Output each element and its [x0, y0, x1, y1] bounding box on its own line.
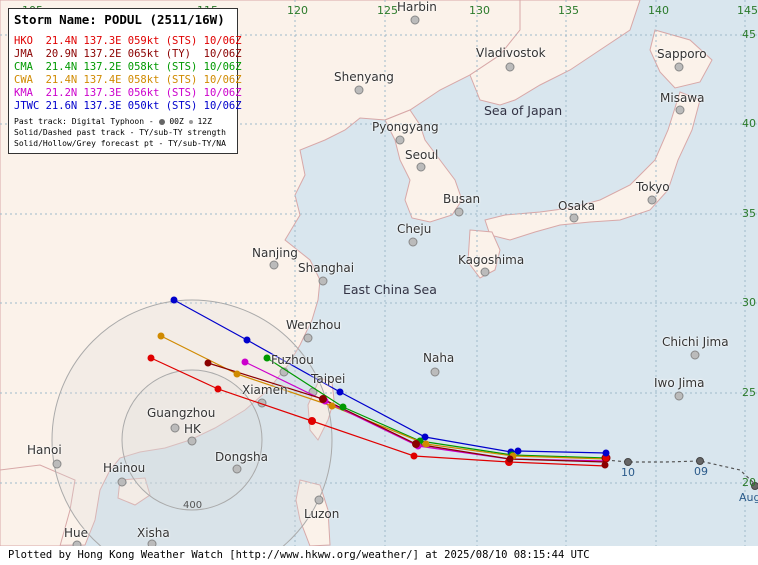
land-indochina	[0, 464, 76, 547]
legend-note-past-track: Past track: Digital Typhoon - 00Z 12Z	[14, 116, 232, 127]
place-label: Shanghai	[298, 261, 355, 275]
place-label: Luzon	[304, 507, 340, 521]
place-label: Busan	[443, 192, 481, 206]
legend-note-strength: Solid/Dashed past track - TY/sub-TY stre…	[14, 128, 226, 137]
place-label: Guangzhou	[147, 406, 216, 420]
place-label: Vladivostok	[476, 46, 546, 60]
lat-label-30: 30	[742, 296, 756, 309]
land-hainan	[117, 477, 151, 506]
agency-row-kma: KMA 21.2N 137.3E 056kt (STS) 10/06Z	[14, 87, 242, 99]
city-markers	[52, 15, 700, 550]
place-label: Tokyo	[636, 180, 670, 194]
place-label: Chichi Jima	[662, 335, 729, 349]
lon-label-130: 130	[469, 4, 490, 17]
lon-label-120: 120	[287, 4, 308, 17]
agency-row-cwa: CWA 21.4N 137.4E 058kt (STS) 10/06Z	[14, 74, 242, 86]
place-label: Hainou	[103, 461, 146, 475]
land-honshu	[484, 91, 701, 241]
place-label: Pyongyang	[372, 120, 439, 134]
legend-00z-label: 00Z	[169, 117, 184, 126]
place-label: Xiamen	[242, 383, 288, 397]
legend-12z-label: 12Z	[197, 117, 212, 126]
agency-row-jma: JMA 20.9N 137.2E 065kt (TY) 10/06Z	[14, 48, 242, 60]
lat-label-40: 40	[742, 117, 756, 130]
legend-note-past-track-text: Past track: Digital Typhoon -	[14, 117, 159, 126]
lat-label-25: 25	[742, 386, 756, 399]
agency-row-cma: CMA 21.4N 137.2E 058kt (STS) 10/06Z	[14, 61, 242, 73]
lon-label-145: 145	[737, 4, 758, 17]
day-label: 10	[621, 466, 635, 479]
land-hokkaido	[649, 29, 713, 89]
place-label: Naha	[423, 351, 455, 365]
place-label: Harbin	[397, 0, 437, 14]
place-label: Kagoshima	[458, 253, 525, 267]
footer-credit: Plotted by Hong Kong Weather Watch [http…	[0, 546, 758, 565]
land-russia	[469, 0, 641, 106]
agency-row-hko: HKO 21.4N 137.3E 059kt (STS) 10/06Z	[14, 35, 242, 47]
storm-legend: Storm Name: PODUL (2511/16W) HKO 21.4N 1…	[8, 8, 242, 154]
storm-title: Storm Name: PODUL (2511/16W)	[14, 12, 225, 27]
lat-label-45: 45	[742, 28, 756, 41]
lat-label-35: 35	[742, 207, 756, 220]
agency-row-jtwc: JTWC 21.6N 137.3E 050kt (STS) 10/06Z	[14, 100, 242, 112]
place-label: Sapporo	[657, 47, 707, 61]
place-label: Hue	[64, 526, 89, 540]
range-ring-label: 400	[183, 500, 203, 511]
land-kyushu	[467, 229, 501, 279]
lon-label-140: 140	[648, 4, 669, 17]
place-label: Cheju	[397, 222, 432, 236]
lon-label-135: 135	[558, 4, 579, 17]
place-label: Wenzhou	[286, 318, 342, 332]
day-label: Aug	[739, 491, 758, 504]
forecast-points	[147, 296, 758, 490]
place-label: Nanjing	[252, 246, 298, 260]
place-label: Osaka	[558, 199, 596, 213]
place-label: HK	[184, 422, 201, 436]
place-label: Dongsha	[215, 450, 269, 464]
place-label: Shenyang	[334, 70, 394, 84]
track-hko	[150, 357, 607, 467]
place-label: Iwo Jima	[654, 376, 705, 390]
day-label: 09	[694, 465, 708, 478]
lon-label-125: 125	[377, 4, 398, 17]
sea-label: East China Sea	[343, 282, 437, 297]
place-label: Misawa	[660, 91, 705, 105]
place-label: Seoul	[405, 148, 439, 162]
legend-note-forecast: Solid/Hollow/Grey forecast pt - TY/sub-T…	[14, 139, 226, 148]
place-label: Hanoi	[27, 443, 62, 457]
lat-label-20: 20	[742, 476, 756, 489]
legend-12z-marker-icon	[188, 119, 193, 124]
place-label: Fuzhou	[271, 353, 314, 367]
place-label: Taipei	[311, 372, 346, 386]
place-label: Xisha	[137, 526, 170, 540]
sea-label: Sea of Japan	[484, 103, 563, 118]
legend-00z-marker-icon	[158, 118, 165, 125]
